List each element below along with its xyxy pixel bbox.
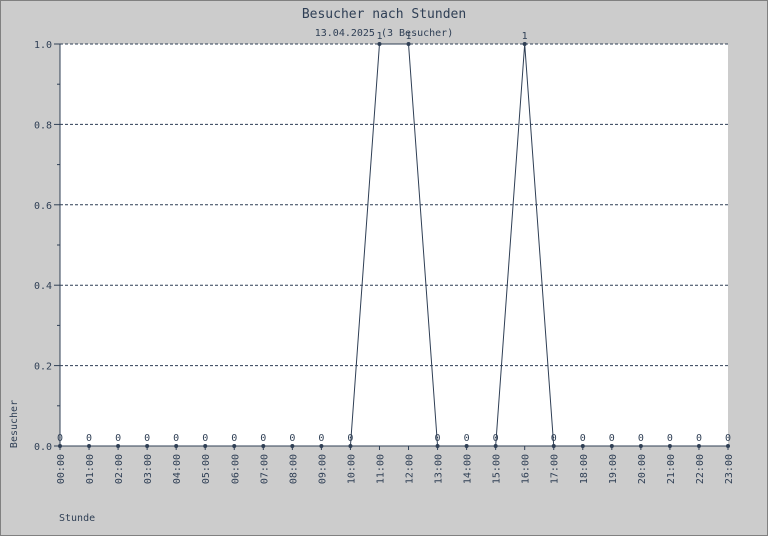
data-label: 0 <box>173 433 179 444</box>
data-labels: 0 0 0 0 0 0 0 0 0 0 0 1 1 0 0 0 1 0 0 0 0 0 0 0 <box>57 31 731 444</box>
x-tick-label: 21:00 <box>666 454 677 484</box>
data-label: 0 <box>115 433 121 444</box>
data-label: 0 <box>289 433 295 444</box>
x-tick-label: 12:00 <box>405 454 416 484</box>
data-label: 0 <box>231 433 237 444</box>
data-label: 1 <box>376 31 382 42</box>
x-tick-label: 13:00 <box>434 454 445 484</box>
data-point <box>667 444 672 448</box>
y-tick-label: 0.0 <box>34 442 52 453</box>
x-tick-label: 06:00 <box>230 454 241 484</box>
data-point <box>609 444 614 448</box>
data-label: 0 <box>202 433 208 444</box>
y-tick-label: 0.8 <box>34 120 52 131</box>
data-point <box>464 444 469 448</box>
data-label: 0 <box>57 433 63 444</box>
grid-lines <box>60 43 728 367</box>
data-label: 1 <box>406 31 412 42</box>
data-point <box>145 444 150 448</box>
x-tick-label: 18:00 <box>579 454 590 484</box>
data-point <box>435 444 440 448</box>
data-label: 0 <box>696 433 702 444</box>
y-tick-label: 0.4 <box>34 281 52 292</box>
y-axis-label: Besucher <box>9 400 20 448</box>
data-point <box>290 444 295 448</box>
x-tick-label: 17:00 <box>550 454 561 484</box>
data-point <box>203 444 208 448</box>
x-tick-label: 04:00 <box>172 454 183 484</box>
x-tick-label: 23:00 <box>724 454 735 484</box>
data-label: 0 <box>318 433 324 444</box>
chart-title: Besucher nach Stunden <box>302 7 466 22</box>
data-point <box>87 444 92 448</box>
data-point <box>696 444 701 448</box>
series-line-group <box>58 42 730 448</box>
x-tick-label: 16:00 <box>521 454 532 484</box>
data-label: 0 <box>638 433 644 444</box>
data-label: 0 <box>580 433 586 444</box>
data-label: 0 <box>667 433 673 444</box>
data-point <box>522 42 527 46</box>
data-point <box>377 42 382 46</box>
data-label: 1 <box>522 31 528 42</box>
data-point <box>319 444 324 448</box>
x-tick-label: 11:00 <box>375 454 386 484</box>
x-tick-label: 01:00 <box>85 454 96 484</box>
x-tick-label: 07:00 <box>259 454 270 484</box>
x-tick-label: 03:00 <box>143 454 154 484</box>
data-label: 0 <box>725 433 731 444</box>
x-tick-label: 15:00 <box>492 454 503 484</box>
data-label: 0 <box>435 433 441 444</box>
plot-area <box>60 44 728 446</box>
x-tick-label: 08:00 <box>288 454 299 484</box>
data-label: 0 <box>464 433 470 444</box>
data-point <box>726 444 730 448</box>
x-tick-label: 09:00 <box>317 454 328 484</box>
data-point <box>580 444 585 448</box>
data-label: 0 <box>144 433 150 444</box>
x-tick-label: 20:00 <box>637 454 648 484</box>
data-label: 0 <box>493 433 499 444</box>
x-tick-label: 14:00 <box>463 454 474 484</box>
x-tick-label: 05:00 <box>201 454 212 484</box>
chart-subtitle: 13.04.2025 (3 Besucher) <box>315 28 453 39</box>
data-point <box>638 444 643 448</box>
data-point <box>261 444 266 448</box>
y-tick-label: 0.6 <box>34 201 52 212</box>
y-tick-label: 1.0 <box>34 40 52 51</box>
data-point <box>406 42 411 46</box>
x-axis-label: Stunde <box>59 513 95 524</box>
data-point <box>348 444 353 448</box>
x-tick-label: 00:00 <box>56 454 67 484</box>
data-label: 0 <box>347 433 353 444</box>
series-line <box>60 43 728 447</box>
x-tick-label: 19:00 <box>608 454 619 484</box>
data-label: 0 <box>86 433 92 444</box>
data-label: 0 <box>551 433 557 444</box>
data-point <box>116 444 121 448</box>
data-point <box>493 444 498 448</box>
y-tick-label: 0.2 <box>34 362 52 373</box>
data-point <box>551 444 556 448</box>
data-point <box>58 444 62 448</box>
data-label: 0 <box>609 433 615 444</box>
x-tick-label: 22:00 <box>695 454 706 484</box>
data-point <box>174 444 179 448</box>
x-tick-label: 10:00 <box>346 454 357 484</box>
x-tick-label: 02:00 <box>114 454 125 484</box>
data-label: 0 <box>260 433 266 444</box>
data-point <box>232 444 237 448</box>
